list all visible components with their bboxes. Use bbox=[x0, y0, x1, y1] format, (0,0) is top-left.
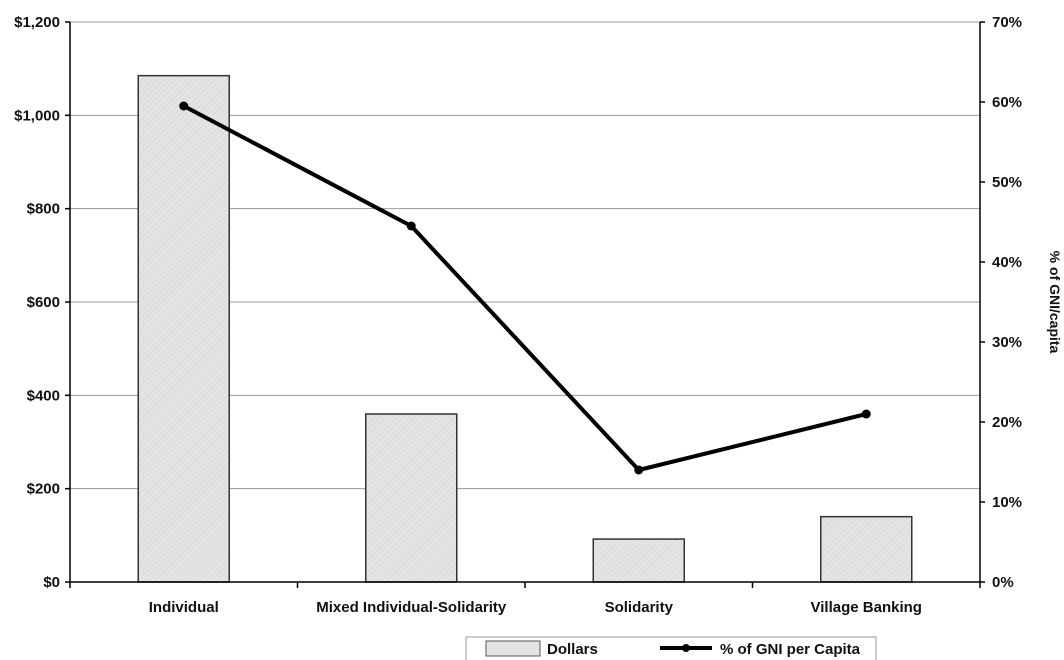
right-tick-label-3: 30% bbox=[992, 334, 1022, 351]
left-tick-label-6: $1,200 bbox=[14, 14, 60, 31]
right-tick-label-7: 70% bbox=[992, 14, 1022, 31]
x-tick-label-2: Solidarity bbox=[605, 599, 674, 616]
right-tick-label-4: 40% bbox=[992, 254, 1022, 271]
legend-label-dollars: Dollars bbox=[547, 641, 598, 658]
right-tick-label-1: 10% bbox=[992, 494, 1022, 511]
bar-3 bbox=[820, 515, 913, 583]
right-tick-label-5: 50% bbox=[992, 174, 1022, 191]
left-tick-label-0: $0 bbox=[43, 574, 60, 591]
right-tick-label-6: 60% bbox=[992, 94, 1022, 111]
line-series bbox=[179, 101, 871, 475]
left-tick-label-1: $200 bbox=[27, 481, 60, 498]
gni-point-2 bbox=[634, 465, 644, 475]
legend-swatch-dollars bbox=[485, 640, 541, 657]
left-tick-label-5: $1,000 bbox=[14, 107, 60, 124]
axes: $0 $200 $400 $600 $800 $1,000 $1,200 0% 10% 20% 30… bbox=[14, 14, 1022, 616]
right-tick-label-2: 20% bbox=[992, 414, 1022, 431]
gni-point-0 bbox=[179, 101, 189, 111]
x-tick-label-0: Individual bbox=[149, 599, 219, 616]
left-tick-label-3: $600 bbox=[27, 294, 60, 311]
x-tick-label-3: Village Banking bbox=[811, 599, 922, 616]
bar-1 bbox=[365, 413, 458, 583]
right-axis-title: % of GNI/capita bbox=[1047, 251, 1063, 354]
right-tick-label-0: 0% bbox=[992, 574, 1014, 591]
legend: Dollars % of GNI per Capita bbox=[465, 636, 877, 660]
x-tick-label-1: Mixed Individual-Solidarity bbox=[316, 599, 507, 616]
legend-label-gni: % of GNI per Capita bbox=[720, 641, 861, 658]
left-tick-label-4: $800 bbox=[27, 201, 60, 218]
legend-marker-gni bbox=[682, 644, 690, 652]
bar-0 bbox=[137, 74, 230, 583]
bar-series bbox=[137, 74, 913, 583]
bar-2 bbox=[592, 538, 685, 583]
left-tick-label-2: $400 bbox=[27, 387, 60, 404]
gni-point-1 bbox=[406, 221, 416, 231]
gni-point-3 bbox=[861, 409, 871, 419]
gni-line bbox=[182, 104, 867, 472]
